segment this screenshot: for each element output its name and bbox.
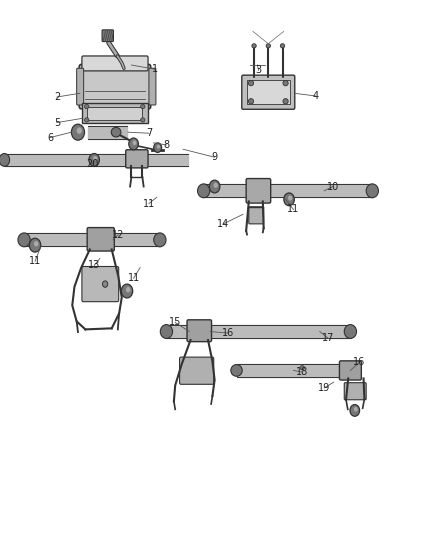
Ellipse shape — [29, 238, 41, 252]
Ellipse shape — [300, 366, 304, 370]
Text: 3: 3 — [255, 66, 261, 75]
Ellipse shape — [160, 325, 173, 338]
Text: 12: 12 — [112, 230, 124, 239]
Polygon shape — [166, 325, 350, 338]
Text: 13: 13 — [88, 261, 100, 270]
Text: 11: 11 — [29, 256, 41, 266]
Polygon shape — [237, 364, 359, 377]
Ellipse shape — [198, 184, 210, 198]
Text: 4: 4 — [312, 91, 318, 101]
FancyBboxPatch shape — [87, 107, 142, 120]
Ellipse shape — [350, 405, 360, 416]
Ellipse shape — [34, 241, 39, 247]
Text: 14: 14 — [217, 219, 230, 229]
Ellipse shape — [280, 44, 285, 48]
Ellipse shape — [354, 407, 358, 411]
Polygon shape — [134, 154, 188, 166]
Ellipse shape — [111, 127, 121, 137]
Polygon shape — [204, 184, 372, 197]
Ellipse shape — [121, 284, 133, 298]
Polygon shape — [24, 233, 160, 246]
Text: 17: 17 — [322, 334, 335, 343]
Ellipse shape — [366, 184, 378, 198]
FancyBboxPatch shape — [82, 266, 119, 302]
Text: 18: 18 — [296, 367, 308, 377]
Ellipse shape — [231, 365, 242, 376]
Text: 20: 20 — [86, 159, 98, 169]
Ellipse shape — [283, 99, 288, 104]
FancyBboxPatch shape — [339, 361, 361, 380]
Text: 8: 8 — [163, 140, 170, 150]
Ellipse shape — [214, 183, 218, 188]
Ellipse shape — [157, 145, 160, 149]
Ellipse shape — [252, 44, 256, 48]
Text: 10: 10 — [327, 182, 339, 191]
Ellipse shape — [154, 233, 166, 247]
Ellipse shape — [89, 154, 99, 166]
FancyBboxPatch shape — [82, 103, 148, 123]
Ellipse shape — [93, 156, 97, 161]
Polygon shape — [88, 126, 127, 139]
Text: 19: 19 — [318, 383, 330, 393]
FancyBboxPatch shape — [187, 320, 212, 342]
FancyBboxPatch shape — [87, 228, 114, 251]
Ellipse shape — [85, 104, 89, 109]
Ellipse shape — [129, 138, 138, 150]
Ellipse shape — [77, 127, 82, 134]
FancyBboxPatch shape — [180, 357, 214, 384]
Ellipse shape — [284, 193, 294, 206]
FancyBboxPatch shape — [247, 80, 290, 104]
Text: 9: 9 — [212, 152, 218, 162]
Text: 11: 11 — [127, 273, 140, 283]
Text: 16: 16 — [353, 358, 365, 367]
Ellipse shape — [288, 196, 292, 200]
FancyBboxPatch shape — [344, 383, 366, 400]
Ellipse shape — [85, 118, 89, 122]
Text: 6: 6 — [47, 133, 53, 142]
Ellipse shape — [283, 80, 288, 86]
Ellipse shape — [102, 281, 108, 287]
Ellipse shape — [133, 140, 137, 145]
FancyBboxPatch shape — [126, 150, 148, 168]
Ellipse shape — [344, 325, 357, 338]
Text: 1: 1 — [152, 64, 159, 74]
Ellipse shape — [0, 154, 10, 166]
Ellipse shape — [141, 104, 145, 109]
FancyBboxPatch shape — [79, 64, 151, 109]
Text: 2: 2 — [54, 92, 60, 102]
FancyBboxPatch shape — [102, 30, 113, 42]
Polygon shape — [4, 154, 134, 166]
FancyBboxPatch shape — [242, 75, 295, 109]
Text: 16: 16 — [222, 328, 234, 338]
Ellipse shape — [126, 287, 131, 293]
Ellipse shape — [141, 118, 145, 122]
FancyBboxPatch shape — [249, 207, 264, 224]
FancyBboxPatch shape — [246, 179, 271, 203]
FancyBboxPatch shape — [149, 68, 156, 105]
Ellipse shape — [209, 180, 220, 193]
FancyBboxPatch shape — [77, 68, 84, 105]
Text: 15: 15 — [169, 318, 181, 327]
Ellipse shape — [248, 99, 254, 104]
Text: 11: 11 — [287, 205, 300, 214]
Ellipse shape — [18, 233, 30, 247]
Text: 11: 11 — [143, 199, 155, 208]
Text: 5: 5 — [54, 118, 60, 127]
Ellipse shape — [266, 44, 271, 48]
Text: 7: 7 — [146, 128, 152, 138]
Ellipse shape — [248, 80, 254, 86]
Ellipse shape — [154, 143, 162, 152]
Ellipse shape — [71, 124, 85, 140]
FancyBboxPatch shape — [82, 56, 148, 71]
